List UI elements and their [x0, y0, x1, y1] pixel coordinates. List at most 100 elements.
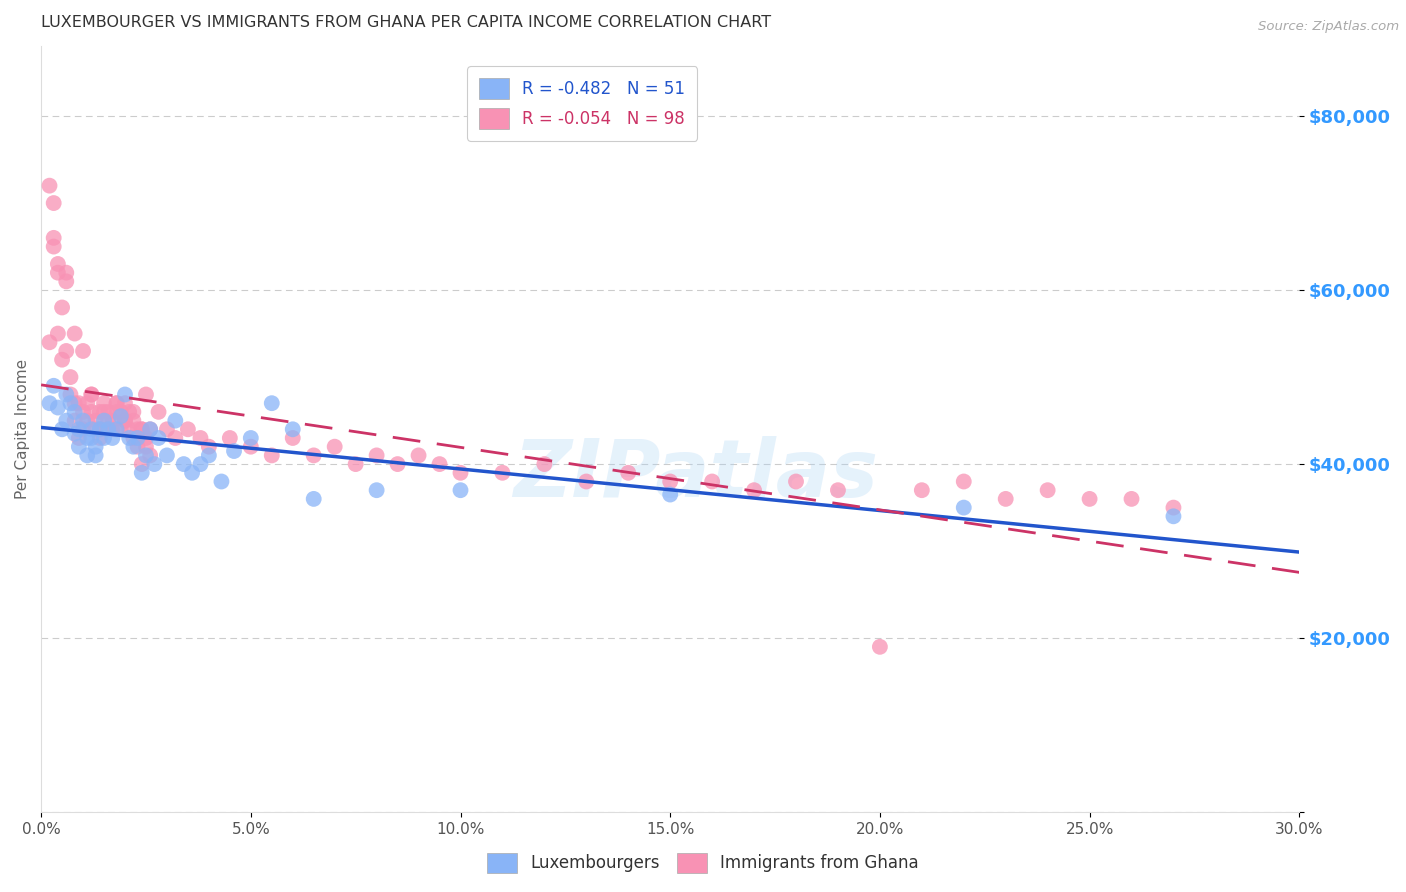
Point [67, 396, 90, 410]
Point [38, 396, 60, 410]
Point [59, 370, 82, 384]
Point [1163, 500, 1185, 515]
Point [344, 457, 367, 471]
Point [135, 440, 157, 454]
Point [42, 231, 65, 245]
Point [101, 414, 124, 428]
Point [190, 431, 212, 445]
Y-axis label: Per Capita Income: Per Capita Income [15, 359, 30, 500]
Point [156, 422, 179, 436]
Point [198, 449, 221, 463]
Point [131, 457, 153, 471]
Point [156, 449, 179, 463]
Point [38, 335, 60, 350]
Point [122, 414, 145, 428]
Point [122, 405, 145, 419]
Point [827, 483, 849, 498]
Point [429, 457, 451, 471]
Point [76, 431, 98, 445]
Legend: Luxembourgers, Immigrants from Ghana: Luxembourgers, Immigrants from Ghana [481, 847, 925, 880]
Point [323, 440, 346, 454]
Point [131, 422, 153, 436]
Point [659, 487, 682, 501]
Point [38, 178, 60, 193]
Point [135, 449, 157, 463]
Point [122, 440, 145, 454]
Point [114, 414, 136, 428]
Point [952, 475, 974, 489]
Point [387, 457, 409, 471]
Point [97, 414, 120, 428]
Point [742, 483, 765, 498]
Point [80, 387, 103, 401]
Point [80, 387, 103, 401]
Point [222, 444, 245, 458]
Point [105, 396, 128, 410]
Point [127, 422, 149, 436]
Point [114, 387, 136, 401]
Point [575, 475, 598, 489]
Point [67, 422, 90, 436]
Point [105, 396, 128, 410]
Point [127, 431, 149, 445]
Point [139, 422, 162, 436]
Point [143, 457, 166, 471]
Point [93, 431, 115, 445]
Point [89, 405, 111, 419]
Point [84, 414, 107, 428]
Point [617, 466, 640, 480]
Point [89, 431, 111, 445]
Point [97, 422, 120, 436]
Point [80, 405, 103, 419]
Point [42, 196, 65, 211]
Point [952, 500, 974, 515]
Point [450, 483, 472, 498]
Point [76, 414, 98, 428]
Point [46, 257, 69, 271]
Point [165, 414, 187, 428]
Point [93, 405, 115, 419]
Point [533, 457, 555, 471]
Point [118, 431, 141, 445]
Point [869, 640, 891, 654]
Point [110, 405, 132, 419]
Point [173, 457, 195, 471]
Point [55, 343, 77, 358]
Point [211, 475, 233, 489]
Point [785, 475, 807, 489]
Legend: R = -0.482   N = 51, R = -0.054   N = 98: R = -0.482 N = 51, R = -0.054 N = 98 [467, 66, 697, 141]
Point [51, 352, 73, 367]
Point [1163, 509, 1185, 524]
Point [63, 426, 86, 441]
Point [97, 405, 120, 419]
Point [260, 449, 283, 463]
Point [97, 422, 120, 436]
Point [72, 405, 94, 419]
Point [148, 431, 170, 445]
Point [80, 431, 103, 445]
Point [135, 431, 157, 445]
Point [42, 239, 65, 253]
Point [181, 466, 204, 480]
Text: LUXEMBOURGER VS IMMIGRANTS FROM GHANA PER CAPITA INCOME CORRELATION CHART: LUXEMBOURGER VS IMMIGRANTS FROM GHANA PE… [41, 15, 772, 30]
Point [177, 422, 200, 436]
Point [148, 405, 170, 419]
Point [281, 431, 304, 445]
Point [42, 378, 65, 392]
Point [994, 491, 1017, 506]
Point [114, 396, 136, 410]
Point [127, 440, 149, 454]
Point [239, 440, 262, 454]
Point [700, 475, 723, 489]
Point [63, 326, 86, 341]
Point [260, 396, 283, 410]
Point [80, 422, 103, 436]
Point [1078, 491, 1101, 506]
Point [114, 414, 136, 428]
Point [190, 457, 212, 471]
Point [63, 396, 86, 410]
Point [89, 422, 111, 436]
Point [118, 422, 141, 436]
Point [110, 409, 132, 424]
Point [63, 405, 86, 419]
